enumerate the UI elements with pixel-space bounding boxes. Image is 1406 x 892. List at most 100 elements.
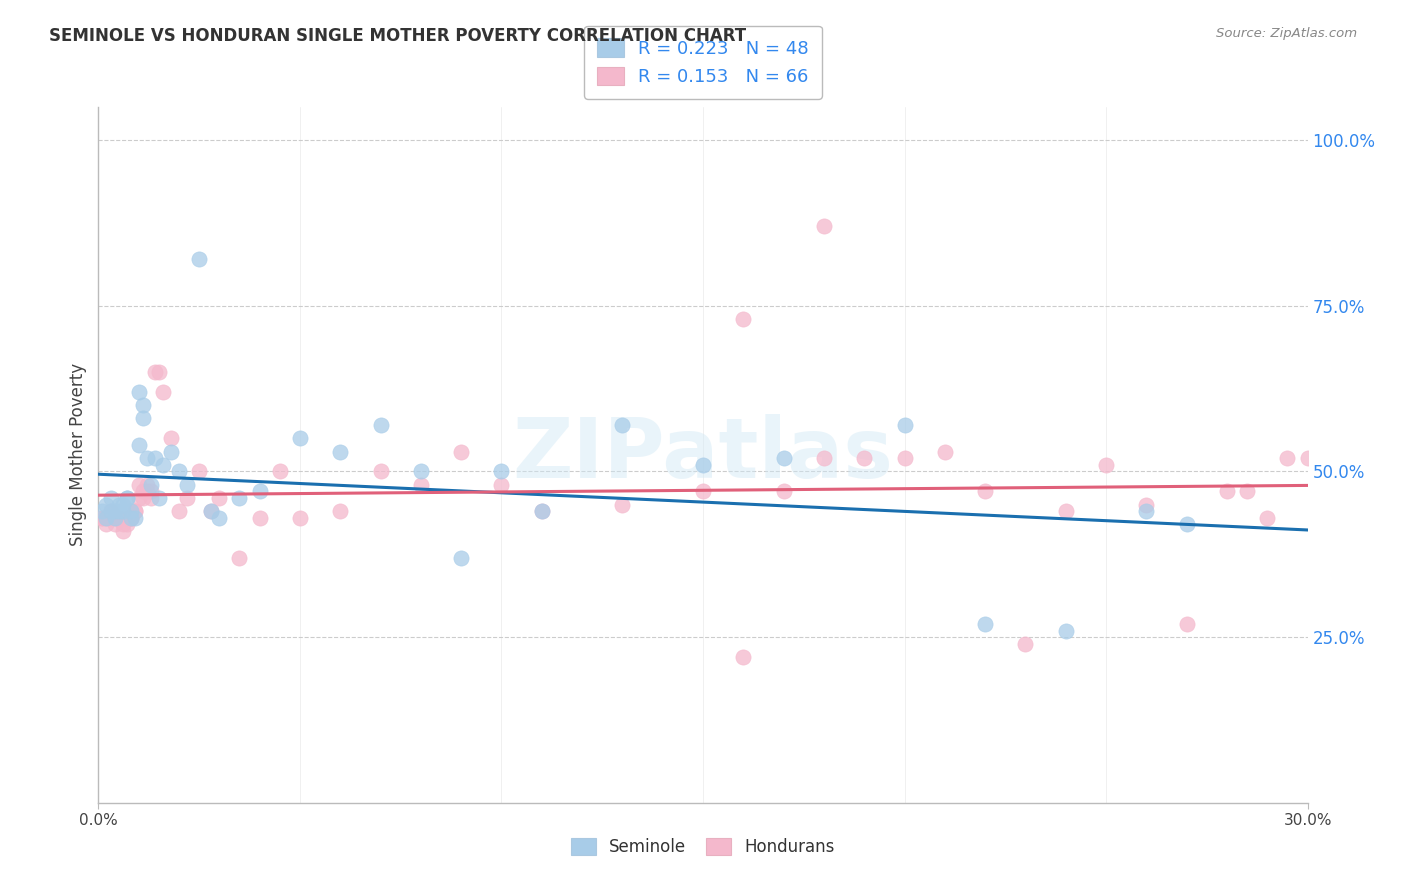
Point xyxy=(1296,451,1319,466)
Point xyxy=(100,504,122,518)
Point xyxy=(115,511,138,525)
Point xyxy=(152,458,174,472)
Point xyxy=(135,484,157,499)
Point xyxy=(100,491,122,505)
Point xyxy=(124,504,146,518)
Point xyxy=(1095,458,1118,472)
Point xyxy=(249,511,271,525)
Point xyxy=(120,511,142,525)
Point xyxy=(1175,616,1198,631)
Point xyxy=(128,491,150,505)
Point xyxy=(103,504,125,518)
Point xyxy=(124,511,146,525)
Point xyxy=(530,504,553,518)
Point xyxy=(111,504,134,518)
Point xyxy=(111,524,134,538)
Point xyxy=(288,511,311,525)
Point xyxy=(96,511,118,525)
Y-axis label: Single Mother Poverty: Single Mother Poverty xyxy=(69,363,87,547)
Point xyxy=(107,511,129,525)
Point xyxy=(103,517,125,532)
Point xyxy=(135,451,157,466)
Point xyxy=(96,511,118,525)
Point xyxy=(132,484,155,499)
Point xyxy=(1236,484,1258,499)
Point xyxy=(370,465,392,479)
Point xyxy=(228,491,250,505)
Point xyxy=(772,484,794,499)
Point xyxy=(288,431,311,445)
Point xyxy=(530,504,553,518)
Point xyxy=(208,491,231,505)
Point xyxy=(103,511,125,525)
Point xyxy=(188,465,211,479)
Point xyxy=(1135,504,1157,518)
Point xyxy=(132,398,155,412)
Point xyxy=(132,491,155,505)
Point xyxy=(148,491,170,505)
Point xyxy=(1175,517,1198,532)
Point xyxy=(200,504,222,518)
Point xyxy=(124,504,146,518)
Point xyxy=(1277,451,1299,466)
Point xyxy=(107,511,129,525)
Point xyxy=(228,550,250,565)
Point xyxy=(269,465,291,479)
Point xyxy=(128,438,150,452)
Point xyxy=(409,465,432,479)
Point xyxy=(612,418,634,433)
Point xyxy=(329,444,352,458)
Point xyxy=(143,451,166,466)
Point xyxy=(974,616,997,631)
Point xyxy=(733,650,755,665)
Point xyxy=(1054,624,1077,638)
Point xyxy=(329,504,352,518)
Point xyxy=(450,550,472,565)
Point xyxy=(188,252,211,267)
Point xyxy=(200,504,222,518)
Point xyxy=(111,517,134,532)
Point xyxy=(100,504,122,518)
Point xyxy=(772,451,794,466)
Point xyxy=(1014,637,1036,651)
Point xyxy=(612,498,634,512)
Point xyxy=(491,465,513,479)
Point xyxy=(115,491,138,505)
Point xyxy=(143,365,166,379)
Point xyxy=(167,465,190,479)
Point xyxy=(91,511,114,525)
Point xyxy=(934,444,956,458)
Point xyxy=(176,491,198,505)
Point xyxy=(115,491,138,505)
Point xyxy=(176,477,198,491)
Point xyxy=(813,219,835,234)
Text: ZIPatlas: ZIPatlas xyxy=(513,415,893,495)
Point xyxy=(96,517,118,532)
Point xyxy=(853,451,876,466)
Point xyxy=(107,504,129,518)
Point xyxy=(128,477,150,491)
Point xyxy=(120,511,142,525)
Point xyxy=(491,477,513,491)
Point xyxy=(1135,498,1157,512)
Point xyxy=(120,511,142,525)
Point xyxy=(1256,511,1278,525)
Point xyxy=(167,504,190,518)
Text: SEMINOLE VS HONDURAN SINGLE MOTHER POVERTY CORRELATION CHART: SEMINOLE VS HONDURAN SINGLE MOTHER POVER… xyxy=(49,27,747,45)
Point xyxy=(103,511,125,525)
Point xyxy=(160,431,183,445)
Point xyxy=(107,498,129,512)
Point xyxy=(450,444,472,458)
Point xyxy=(249,484,271,499)
Point xyxy=(1054,504,1077,518)
Point xyxy=(120,504,142,518)
Point xyxy=(128,384,150,399)
Point xyxy=(733,312,755,326)
Point xyxy=(692,484,714,499)
Point xyxy=(139,484,162,499)
Point xyxy=(893,418,915,433)
Point xyxy=(370,418,392,433)
Point xyxy=(96,498,118,512)
Point xyxy=(148,365,170,379)
Point xyxy=(813,451,835,466)
